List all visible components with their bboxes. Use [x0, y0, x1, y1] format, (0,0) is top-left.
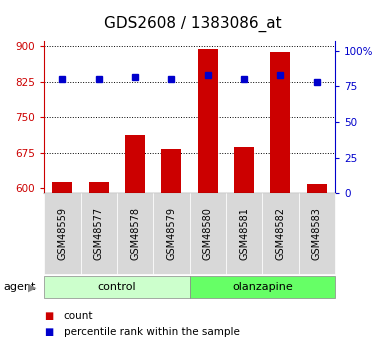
Text: count: count [64, 311, 93, 321]
Bar [89, 182, 109, 193]
Text: GDS2608 / 1383086_at: GDS2608 / 1383086_at [104, 16, 281, 32]
Text: GSM48579: GSM48579 [166, 207, 176, 260]
Text: GSM48577: GSM48577 [94, 207, 104, 260]
Text: percentile rank within the sample: percentile rank within the sample [64, 327, 239, 337]
Bar [52, 182, 72, 193]
Text: GSM48582: GSM48582 [275, 207, 285, 260]
Bar [307, 184, 327, 193]
Text: GSM48559: GSM48559 [57, 207, 67, 260]
Text: ■: ■ [44, 311, 54, 321]
Text: ■: ■ [44, 327, 54, 337]
Bar [234, 147, 254, 193]
Text: GSM48583: GSM48583 [312, 207, 322, 260]
Text: GSM48581: GSM48581 [239, 207, 249, 260]
Text: agent: agent [4, 282, 36, 292]
Text: control: control [98, 282, 136, 292]
Text: olanzapine: olanzapine [232, 282, 293, 292]
Text: GSM48578: GSM48578 [130, 207, 140, 260]
Bar [198, 49, 218, 193]
Text: ▶: ▶ [28, 282, 36, 292]
Bar [270, 52, 290, 193]
Bar [125, 135, 145, 193]
Bar [161, 149, 181, 193]
Text: GSM48580: GSM48580 [203, 207, 213, 260]
